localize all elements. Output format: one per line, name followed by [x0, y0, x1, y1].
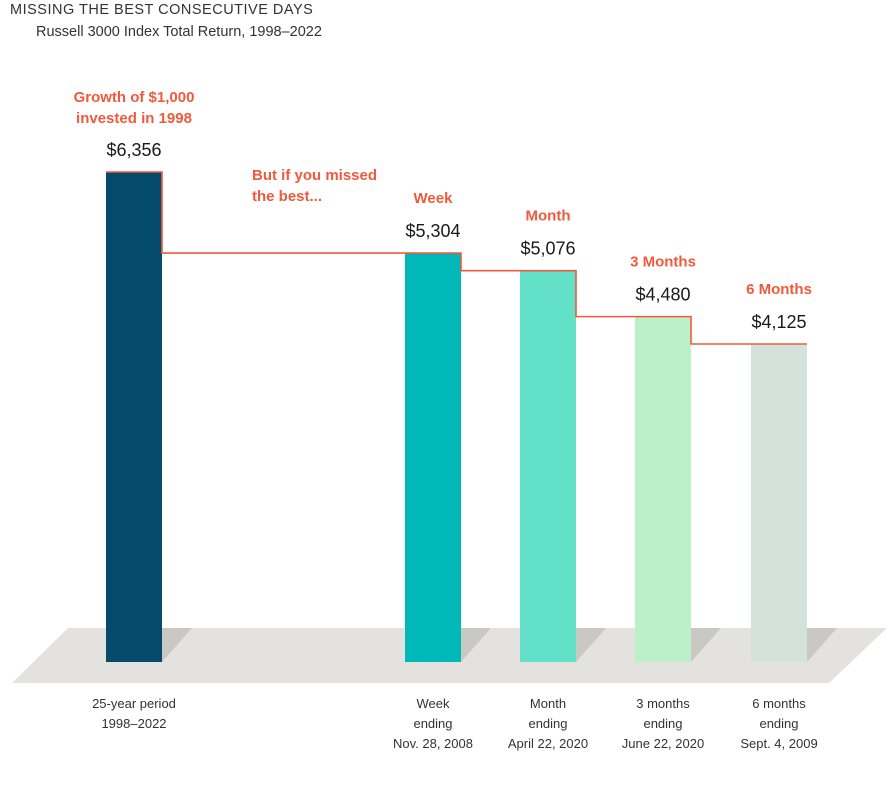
- category-label: ending: [528, 716, 567, 731]
- category-label: Week: [417, 696, 450, 711]
- bar-shadow: [691, 628, 721, 662]
- chart-title: MISSING THE BEST CONSECUTIVE DAYS: [10, 2, 314, 18]
- growth-annotation: Growth of $1,000: [74, 89, 195, 106]
- value-label: $4,480: [635, 285, 690, 305]
- value-label: $5,076: [520, 239, 575, 259]
- growth-annotation: invested in 1998: [76, 110, 192, 127]
- category-label: Sept. 4, 2009: [740, 736, 817, 751]
- bar-header-label: 6 Months: [746, 281, 812, 298]
- category-label: ending: [643, 716, 682, 731]
- bar-shadow: [162, 628, 192, 662]
- bar-header-label: Month: [526, 208, 571, 225]
- bar-shadow: [461, 628, 491, 662]
- bar: [751, 343, 807, 662]
- bar-shadow: [576, 628, 606, 662]
- bar: [520, 270, 576, 662]
- bar: [635, 316, 691, 662]
- bar: [405, 253, 461, 662]
- category-label: 25-year period: [92, 696, 176, 711]
- bar-header-label: Week: [414, 190, 454, 207]
- bar-header-label: 3 Months: [630, 254, 696, 271]
- category-label: Month: [530, 696, 566, 711]
- category-label: 3 months: [636, 696, 690, 711]
- step-line: [106, 171, 807, 345]
- category-label: June 22, 2020: [622, 736, 704, 751]
- bar: [106, 172, 162, 662]
- category-label: Nov. 28, 2008: [393, 736, 473, 751]
- category-label: ending: [413, 716, 452, 731]
- chart-subtitle: Russell 3000 Index Total Return, 1998–20…: [36, 24, 322, 40]
- category-label: ending: [759, 716, 798, 731]
- missed-annotation: the best...: [252, 188, 322, 205]
- value-label: $6,356: [106, 140, 161, 160]
- category-label: 6 months: [752, 696, 806, 711]
- category-label: April 22, 2020: [508, 736, 588, 751]
- category-label: 1998–2022: [101, 716, 166, 731]
- missed-annotation: But if you missed: [252, 167, 377, 184]
- value-label: $5,304: [405, 221, 460, 241]
- bar-shadow: [807, 628, 837, 662]
- value-label: $4,125: [751, 312, 806, 332]
